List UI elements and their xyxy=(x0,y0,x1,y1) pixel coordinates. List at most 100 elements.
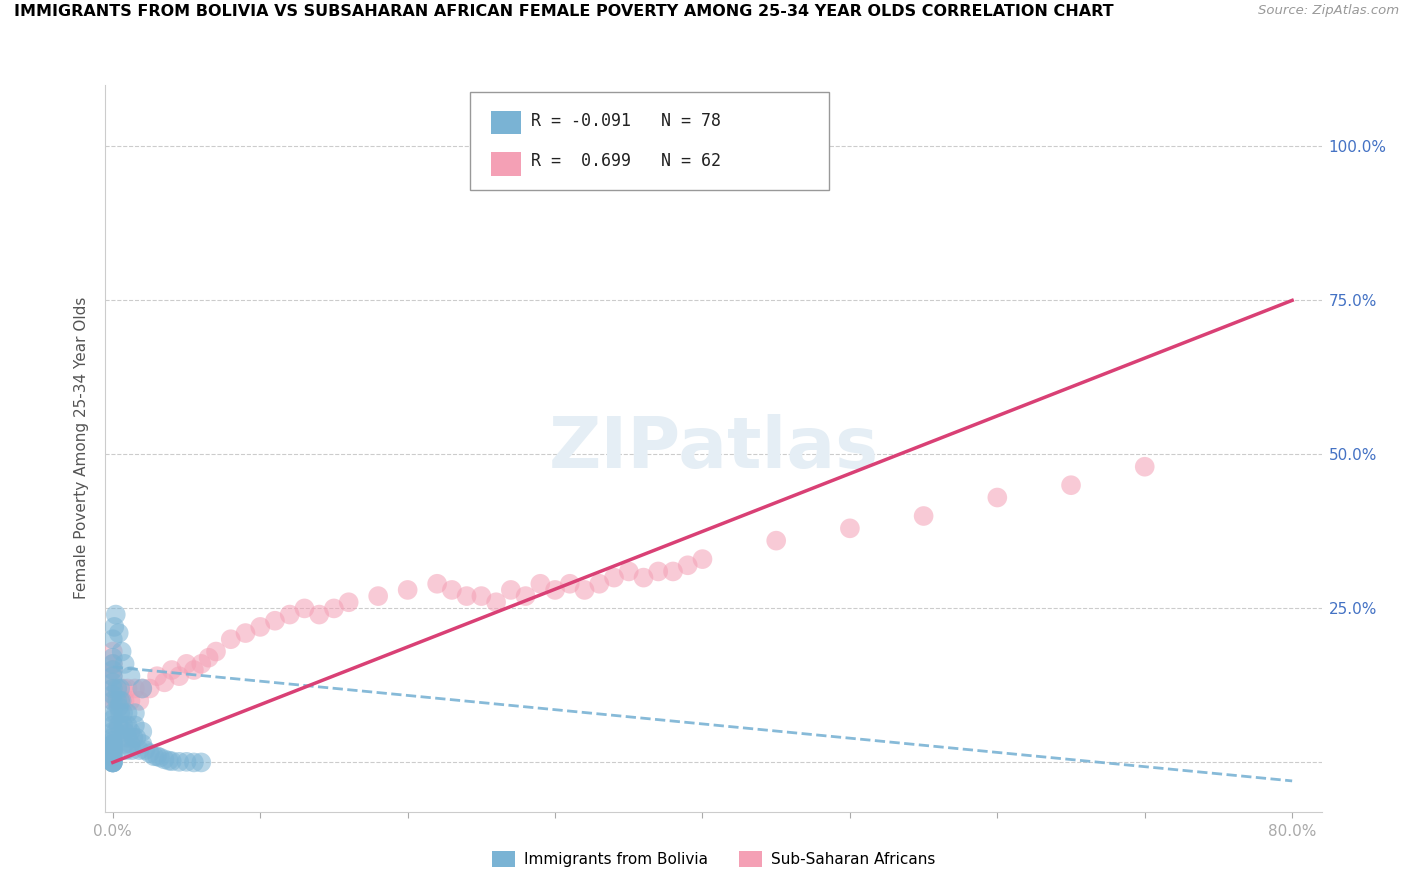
FancyBboxPatch shape xyxy=(491,153,522,176)
Point xyxy=(765,533,787,548)
Point xyxy=(205,644,228,658)
Point xyxy=(160,663,183,677)
Text: R =  0.699   N = 62: R = 0.699 N = 62 xyxy=(531,152,721,170)
Point xyxy=(197,650,219,665)
Point xyxy=(176,755,198,769)
Point xyxy=(112,681,135,696)
Text: IMMIGRANTS FROM BOLIVIA VS SUBSAHARAN AFRICAN FEMALE POVERTY AMONG 25-34 YEAR OL: IMMIGRANTS FROM BOLIVIA VS SUBSAHARAN AF… xyxy=(14,4,1114,20)
Point xyxy=(111,694,134,708)
Point xyxy=(633,571,655,585)
Point xyxy=(120,669,142,683)
Point xyxy=(117,731,139,745)
Point xyxy=(138,746,160,760)
Point xyxy=(337,595,360,609)
Point xyxy=(131,681,153,696)
Point xyxy=(101,734,124,748)
Point xyxy=(308,607,330,622)
Point xyxy=(515,589,537,603)
Point xyxy=(396,582,419,597)
Point xyxy=(112,706,135,720)
Legend: Immigrants from Bolivia, Sub-Saharan Africans: Immigrants from Bolivia, Sub-Saharan Afr… xyxy=(486,845,941,873)
Point xyxy=(101,718,124,732)
Point xyxy=(101,749,124,764)
Point xyxy=(101,746,124,760)
Point xyxy=(485,595,508,609)
Point xyxy=(134,743,156,757)
Point xyxy=(101,657,124,671)
Point xyxy=(120,694,142,708)
Point xyxy=(167,755,190,769)
Point xyxy=(124,718,146,732)
Point xyxy=(101,739,124,754)
Point xyxy=(101,663,124,677)
Point xyxy=(108,706,131,720)
Point xyxy=(278,607,301,622)
Point xyxy=(101,743,124,757)
Y-axis label: Female Poverty Among 25-34 Year Olds: Female Poverty Among 25-34 Year Olds xyxy=(75,297,90,599)
Point xyxy=(101,681,124,696)
Point xyxy=(101,688,124,702)
Point xyxy=(104,694,127,708)
Point xyxy=(440,582,463,597)
Point xyxy=(101,712,124,726)
Point xyxy=(146,749,169,764)
Point xyxy=(249,620,271,634)
Point xyxy=(120,724,142,739)
Point xyxy=(124,706,146,720)
Point xyxy=(617,565,640,579)
Point xyxy=(160,754,183,768)
Point xyxy=(146,669,169,683)
Point xyxy=(124,681,146,696)
Point xyxy=(456,589,478,603)
Point xyxy=(101,657,124,671)
Point xyxy=(367,589,389,603)
Point xyxy=(111,644,134,658)
Point xyxy=(101,746,124,760)
Point xyxy=(101,706,124,720)
Point xyxy=(153,752,176,766)
Point xyxy=(157,754,180,768)
Point xyxy=(692,552,714,566)
Point xyxy=(128,694,150,708)
Point xyxy=(986,491,1008,505)
Point xyxy=(101,756,124,770)
Point xyxy=(108,681,131,696)
Point xyxy=(426,576,449,591)
Point xyxy=(105,681,128,696)
Point xyxy=(114,694,136,708)
Point xyxy=(662,565,685,579)
Point xyxy=(114,737,136,751)
Point xyxy=(117,706,139,720)
Point xyxy=(588,576,610,591)
Point xyxy=(105,681,128,696)
Point xyxy=(603,571,626,585)
Point xyxy=(101,724,124,739)
Point xyxy=(105,694,128,708)
Point xyxy=(101,756,124,770)
Point xyxy=(101,669,124,683)
Point xyxy=(323,601,346,615)
Point xyxy=(647,565,669,579)
Point xyxy=(190,756,212,770)
Point xyxy=(101,756,124,770)
Point xyxy=(101,644,124,658)
Point xyxy=(120,737,142,751)
Text: ZIPatlas: ZIPatlas xyxy=(548,414,879,483)
Point xyxy=(128,743,150,757)
Point xyxy=(104,724,127,739)
Point xyxy=(499,582,522,597)
Point xyxy=(190,657,212,671)
FancyBboxPatch shape xyxy=(491,111,522,134)
Text: Source: ZipAtlas.com: Source: ZipAtlas.com xyxy=(1258,4,1399,18)
Point xyxy=(558,576,581,591)
Point xyxy=(121,743,143,757)
Point xyxy=(149,750,172,764)
Point xyxy=(574,582,596,597)
Point xyxy=(183,663,205,677)
Point xyxy=(114,657,136,671)
Point xyxy=(101,739,124,754)
Point xyxy=(101,756,124,770)
Point xyxy=(101,737,124,751)
Point xyxy=(1060,478,1083,492)
Point xyxy=(101,737,124,751)
